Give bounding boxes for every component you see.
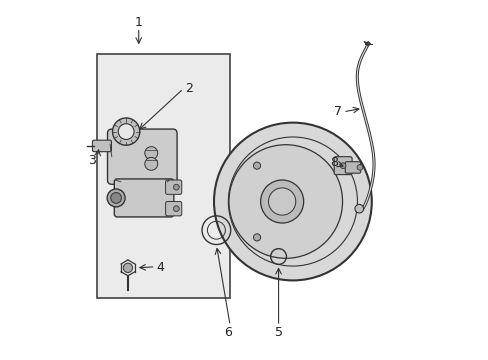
Text: 1: 1	[135, 16, 142, 29]
FancyBboxPatch shape	[107, 129, 177, 184]
Circle shape	[107, 189, 125, 207]
Circle shape	[253, 162, 260, 169]
Text: 5: 5	[274, 326, 282, 339]
Circle shape	[173, 184, 179, 190]
FancyBboxPatch shape	[345, 162, 360, 173]
FancyBboxPatch shape	[114, 179, 174, 217]
Circle shape	[214, 123, 371, 280]
FancyBboxPatch shape	[92, 140, 111, 152]
Circle shape	[253, 234, 260, 241]
Circle shape	[173, 206, 179, 212]
Text: 4: 4	[156, 261, 164, 274]
Circle shape	[112, 118, 140, 145]
Text: 2: 2	[185, 82, 193, 95]
Text: 8: 8	[330, 156, 338, 169]
FancyBboxPatch shape	[165, 180, 182, 194]
Circle shape	[144, 147, 158, 159]
FancyBboxPatch shape	[333, 157, 351, 175]
FancyBboxPatch shape	[165, 202, 182, 216]
Bar	[97, 54, 230, 298]
Circle shape	[110, 193, 121, 203]
Circle shape	[340, 163, 346, 168]
Circle shape	[356, 165, 362, 170]
Text: 7: 7	[333, 105, 341, 118]
Text: 3: 3	[88, 154, 96, 167]
Text: 6: 6	[224, 326, 232, 339]
Circle shape	[354, 204, 363, 213]
Circle shape	[123, 263, 132, 273]
Circle shape	[228, 145, 342, 258]
Circle shape	[144, 157, 158, 170]
Circle shape	[118, 124, 134, 139]
Circle shape	[260, 180, 303, 223]
Circle shape	[268, 188, 295, 215]
